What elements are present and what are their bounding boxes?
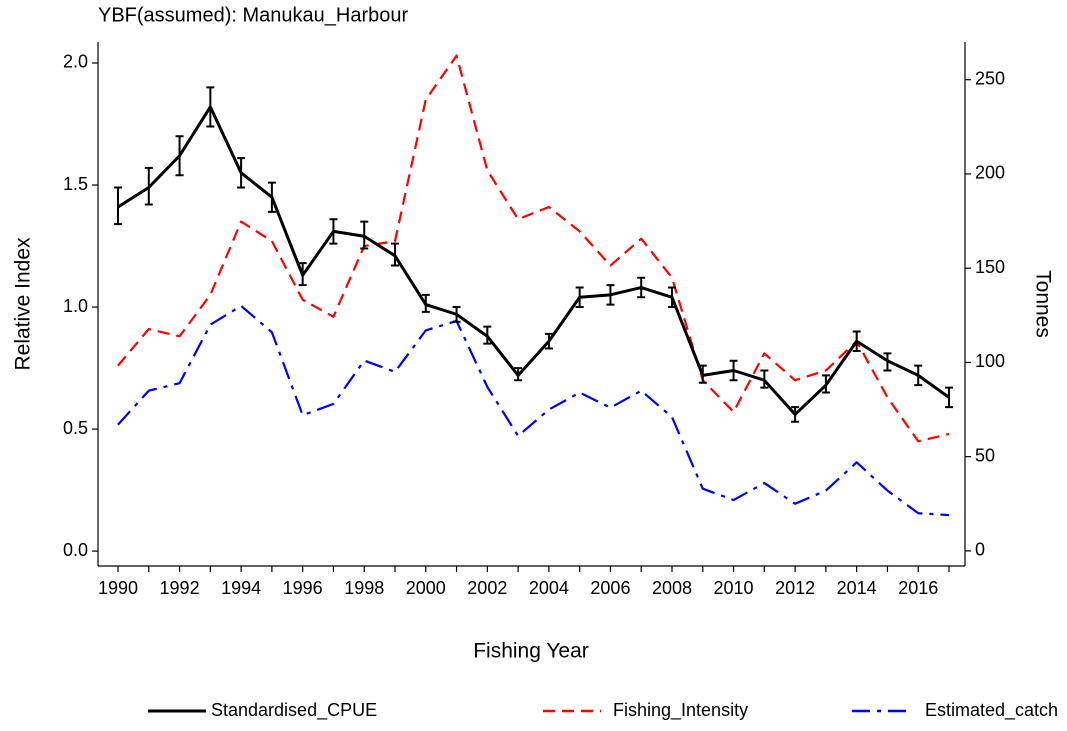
y-tick-label: 0.0 — [63, 540, 88, 560]
x-tick-label: 2000 — [406, 578, 446, 598]
series-line — [117, 304, 950, 517]
x-axis-label: Fishing Year — [473, 640, 589, 663]
y2-axis-label: Tonnes — [1031, 270, 1054, 338]
y-axis-label: Relative Index — [12, 237, 35, 371]
x-tick-label: 2002 — [467, 578, 507, 598]
y-tick-label: 2.0 — [63, 52, 88, 72]
chart-title: YBF(assumed): Manukau_Harbour — [98, 4, 408, 26]
y-tick-label: 1.0 — [63, 296, 88, 316]
y2-tick-label: 0 — [975, 540, 985, 560]
y2-tick-label: 100 — [975, 351, 1005, 371]
x-tick-label: 1998 — [344, 578, 384, 598]
x-tick-label: 2012 — [775, 578, 815, 598]
y2-tick-label: 50 — [975, 445, 995, 465]
legend-label: Estimated_catch — [925, 700, 1058, 721]
x-tick-label: 2004 — [529, 578, 569, 598]
x-tick-label: 2008 — [652, 578, 692, 598]
y-tick-label: 1.5 — [63, 174, 88, 194]
y-tick-label: 0.5 — [63, 418, 88, 438]
y2-tick-label: 150 — [975, 257, 1005, 277]
legend-label: Fishing_Intensity — [613, 700, 748, 721]
x-tick-label: 1994 — [221, 578, 261, 598]
series-line — [117, 54, 950, 443]
x-tick-label: 2016 — [898, 578, 938, 598]
y2-tick-label: 250 — [975, 68, 1005, 88]
series-line — [117, 105, 950, 416]
x-tick-label: 1990 — [98, 578, 138, 598]
x-tick-label: 1992 — [160, 578, 200, 598]
x-tick-label: 2014 — [837, 578, 877, 598]
x-tick-label: 2006 — [590, 578, 630, 598]
x-tick-label: 2010 — [714, 578, 754, 598]
legend-label: Standardised_CPUE — [211, 700, 377, 721]
error-bar — [944, 386, 953, 409]
x-tick-label: 1996 — [283, 578, 323, 598]
y2-tick-label: 200 — [975, 163, 1005, 183]
